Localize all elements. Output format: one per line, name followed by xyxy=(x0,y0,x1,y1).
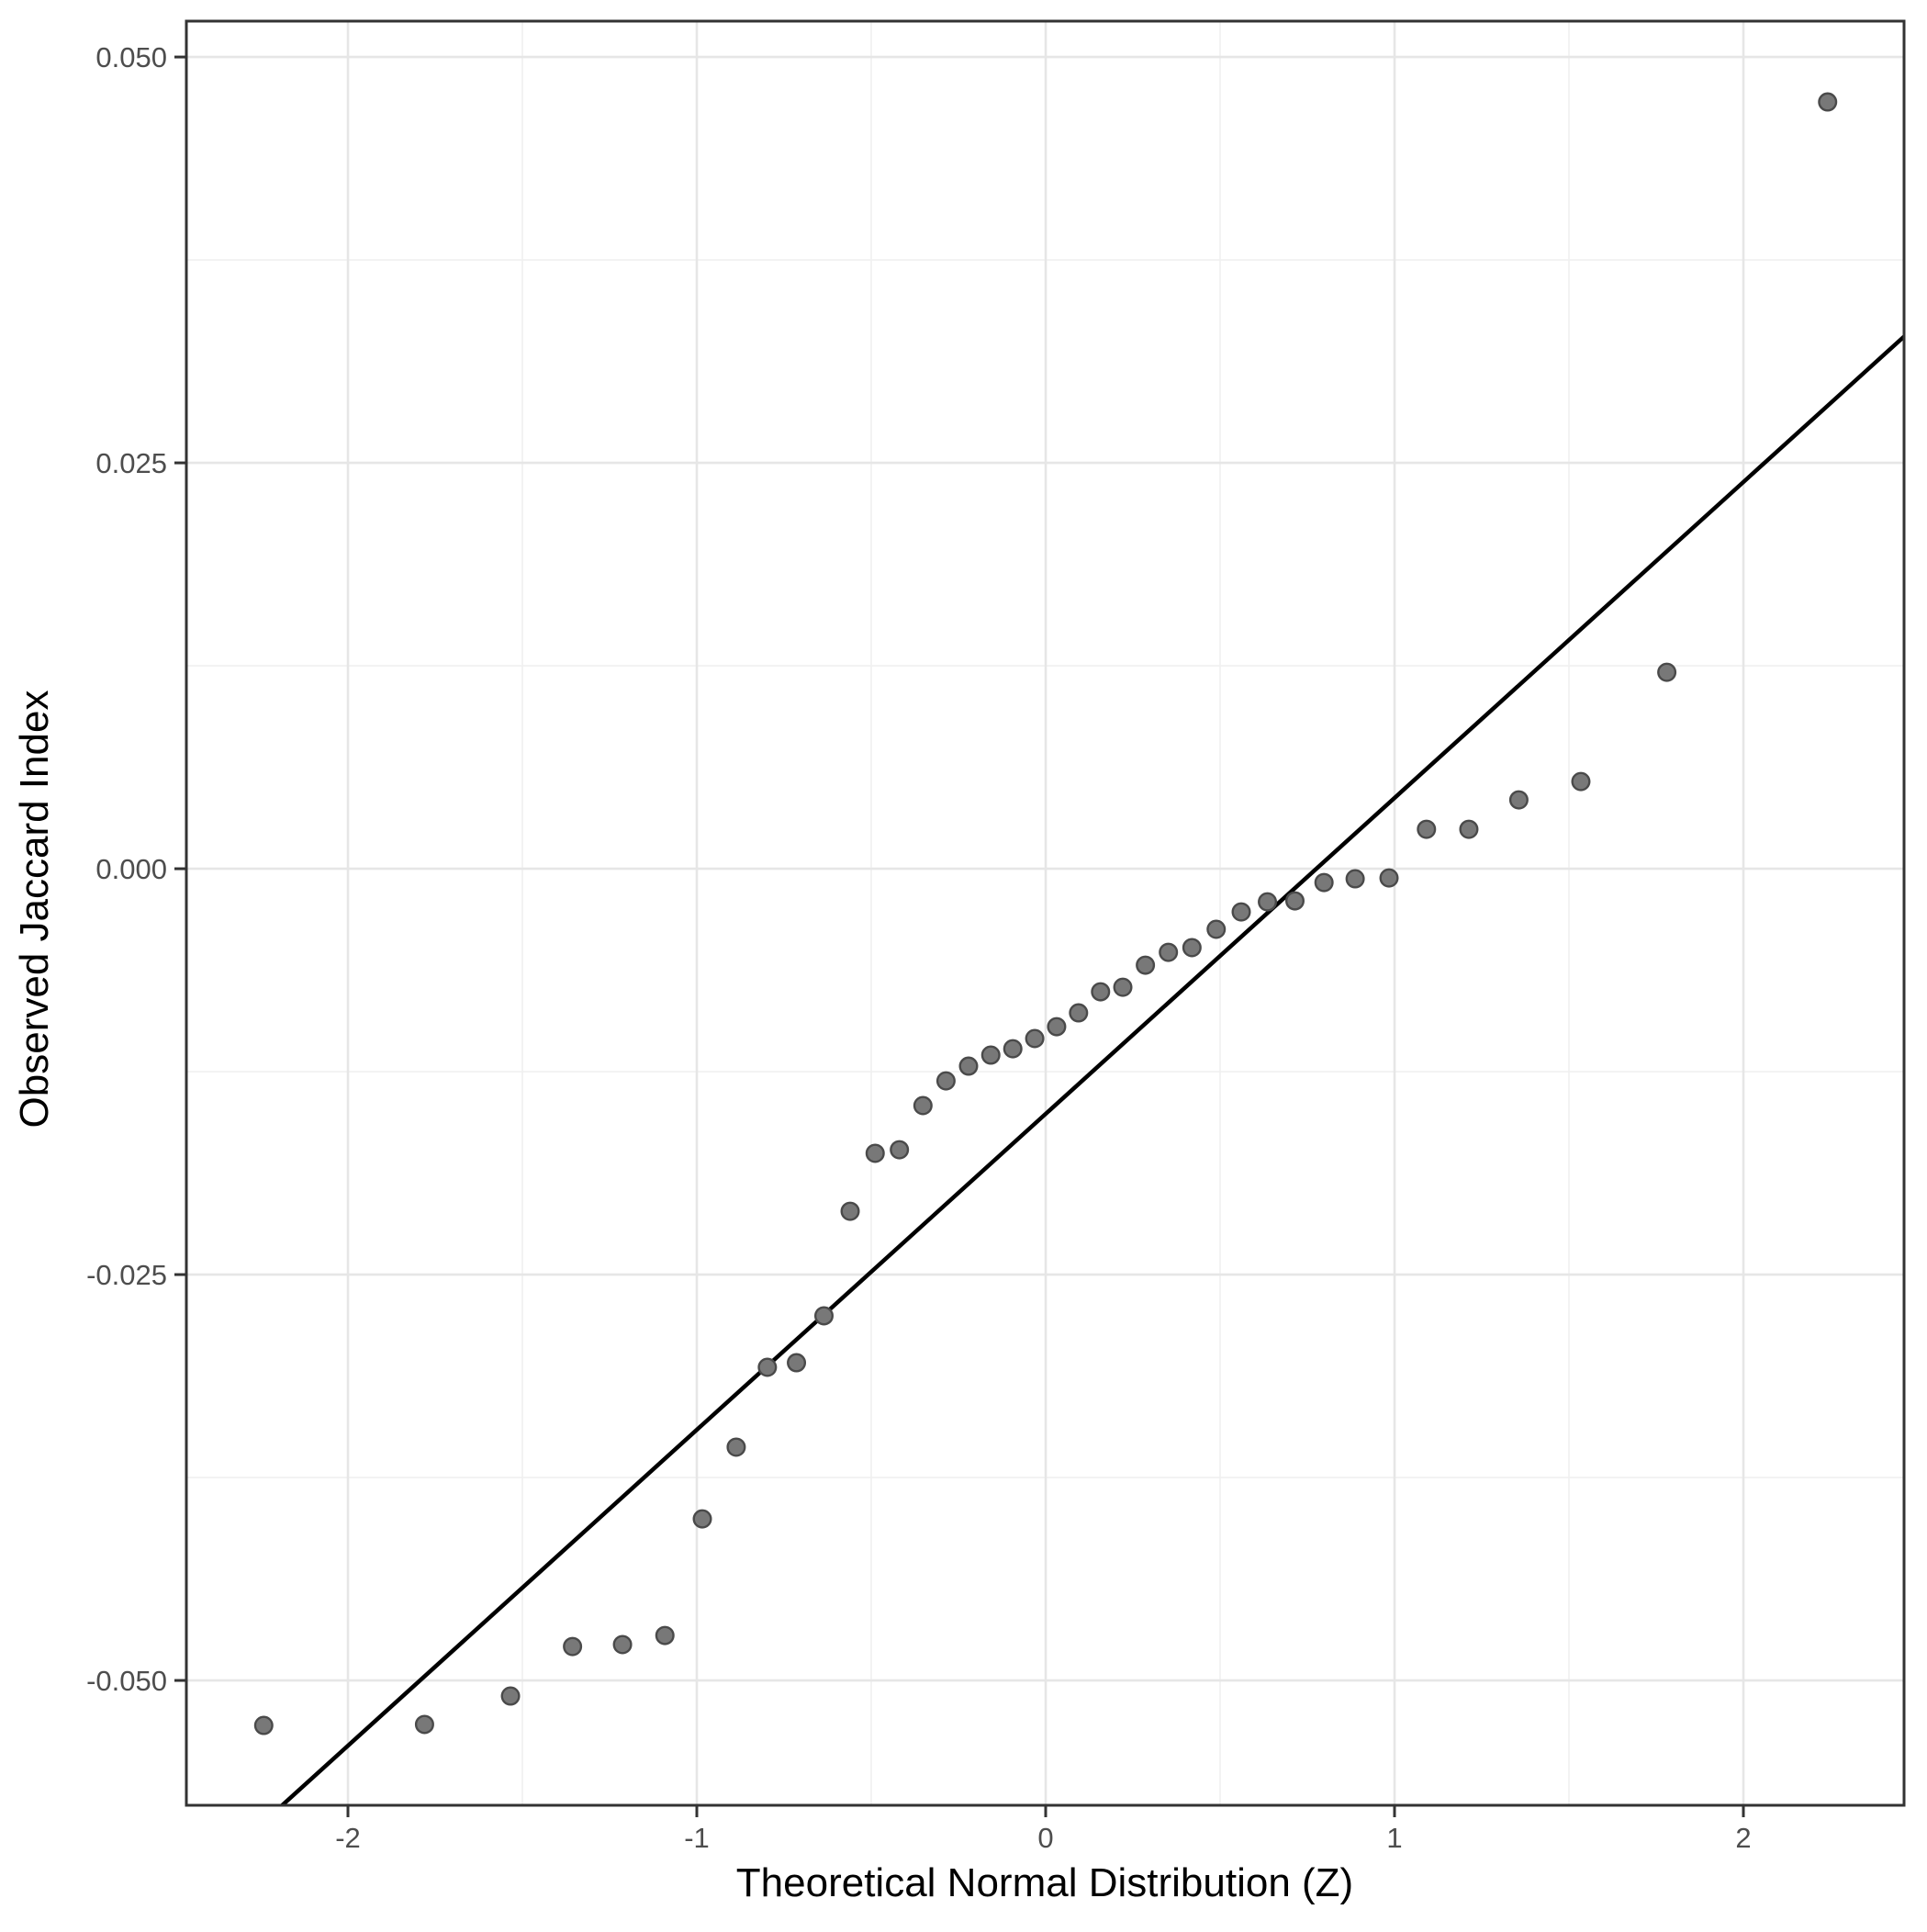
data-point xyxy=(980,1045,1001,1065)
data-point xyxy=(1113,977,1133,997)
data-point xyxy=(1258,892,1278,912)
data-point xyxy=(1417,819,1437,839)
x-tick-label: 1 xyxy=(1386,1822,1402,1854)
data-points-group xyxy=(253,92,1838,1735)
data-point xyxy=(1231,902,1251,922)
x-tick-label: 0 xyxy=(1037,1822,1053,1854)
data-point xyxy=(1284,891,1305,911)
data-point xyxy=(1091,982,1111,1002)
major-gridlines xyxy=(186,21,1904,1805)
axis-tick-labels: -2 -1 0 1 2 0.050 0.025 0.000 -0.025 -0.050 xyxy=(86,41,1752,1854)
y-tick-label: 0.050 xyxy=(95,41,167,73)
data-point xyxy=(253,1715,274,1735)
data-point xyxy=(1047,1017,1067,1037)
data-point xyxy=(1379,868,1399,888)
data-point xyxy=(692,1509,712,1529)
data-point xyxy=(787,1353,807,1373)
data-point xyxy=(1314,872,1334,893)
data-point xyxy=(1818,92,1838,112)
data-point xyxy=(1159,942,1179,962)
data-point xyxy=(935,1071,956,1091)
reference-line-group xyxy=(278,334,1904,1805)
data-point xyxy=(1003,1039,1023,1059)
data-point xyxy=(865,1143,885,1163)
data-point xyxy=(414,1714,434,1735)
x-tick-label: 2 xyxy=(1735,1822,1751,1854)
qq-reference-line xyxy=(278,334,1904,1805)
data-point xyxy=(958,1056,979,1076)
data-point xyxy=(563,1636,583,1657)
data-point xyxy=(612,1634,633,1655)
y-axis-title: Observed Jaccard Index xyxy=(12,691,57,1129)
y-tick-label: -0.025 xyxy=(86,1259,167,1291)
data-point xyxy=(913,1095,933,1116)
data-point xyxy=(757,1357,778,1377)
data-point xyxy=(1025,1028,1045,1049)
data-point xyxy=(890,1140,910,1160)
y-tick-label: 0.025 xyxy=(95,447,167,479)
data-point xyxy=(1069,1003,1089,1023)
data-point xyxy=(655,1625,675,1646)
data-point xyxy=(726,1437,746,1457)
data-point xyxy=(1657,662,1677,682)
x-axis-title: Theoretical Normal Distribution (Z) xyxy=(736,1860,1353,1905)
x-tick-label: -2 xyxy=(335,1822,361,1854)
data-point xyxy=(813,1306,834,1326)
y-tick-label: 0.000 xyxy=(95,853,167,885)
data-point xyxy=(1182,938,1202,958)
y-tick-label: -0.050 xyxy=(86,1665,167,1697)
data-point xyxy=(1571,771,1591,792)
data-point xyxy=(1206,919,1227,939)
x-tick-label: -1 xyxy=(684,1822,710,1854)
data-point xyxy=(500,1686,521,1706)
axis-tick-marks xyxy=(174,55,1745,1817)
data-point xyxy=(1345,869,1365,889)
data-point xyxy=(1508,790,1529,810)
data-point xyxy=(1136,955,1156,975)
data-point xyxy=(840,1201,860,1221)
data-point xyxy=(1459,819,1479,839)
